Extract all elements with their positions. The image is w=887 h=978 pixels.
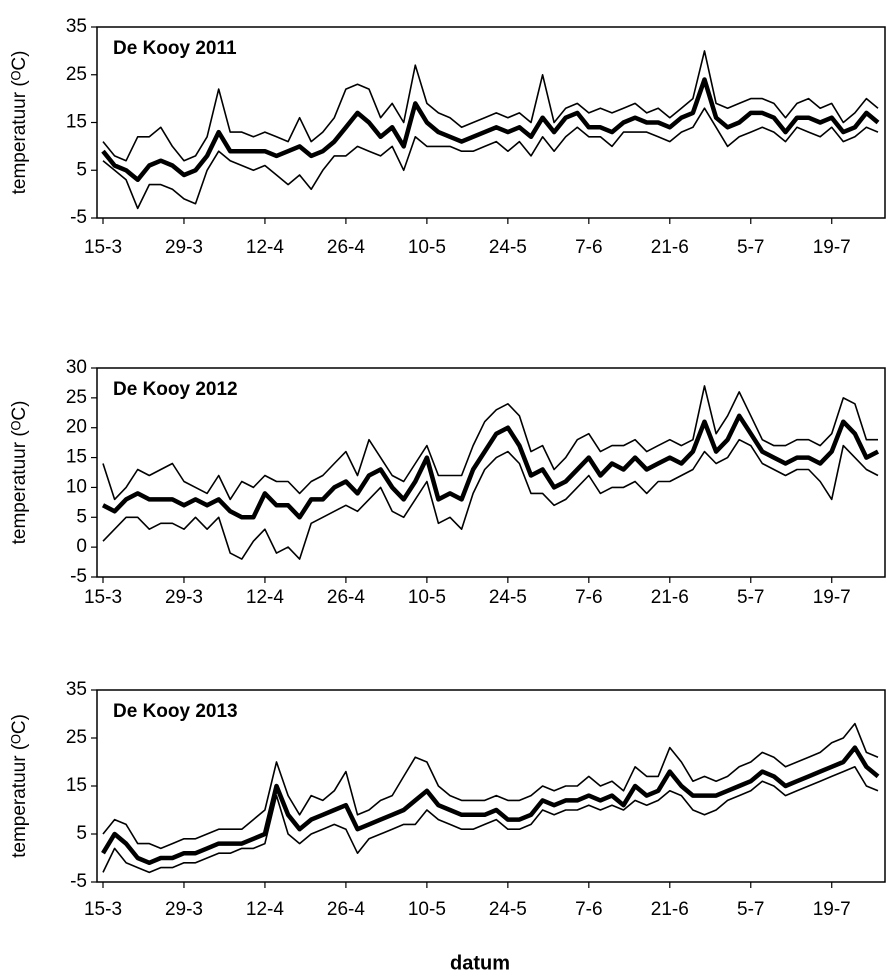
x-tick-label: 24-5	[489, 587, 527, 608]
y-tick-label: 5	[76, 159, 87, 180]
chart-title: De Kooy 2012	[113, 379, 238, 400]
y-tick-label: 20	[66, 417, 87, 438]
y-tick-label: 15	[66, 447, 87, 468]
y-tick-label: 15	[66, 112, 87, 133]
temperature-line	[102, 50, 879, 162]
x-tick-label: 29-3	[165, 587, 203, 608]
temperature-line	[102, 385, 878, 501]
x-tick-label: 12-4	[246, 587, 284, 608]
y-axis-label: temperatuur (ᴼC)	[9, 714, 30, 858]
temperature-line	[102, 107, 879, 210]
x-tick-label: 26-4	[327, 237, 365, 258]
x-tick-label: 15-3	[84, 899, 122, 920]
x-tick-label: 12-4	[246, 899, 284, 920]
y-tick-label: 15	[66, 775, 87, 796]
y-tick-label: 5	[76, 506, 87, 527]
y-tick-label: 30	[66, 357, 87, 378]
x-tick-label: 29-3	[165, 237, 203, 258]
x-tick-label: 26-4	[327, 587, 365, 608]
x-tick-label: 5-7	[737, 237, 764, 258]
y-tick-label: 25	[66, 64, 87, 85]
y-tick-label: -5	[70, 207, 87, 228]
temperature-line	[101, 745, 880, 866]
temperature-line	[101, 413, 880, 520]
x-tick-label: 7-6	[575, 899, 602, 920]
x-tick-label: 7-6	[575, 587, 602, 608]
y-tick-label: -5	[70, 566, 87, 587]
y-axis-label: temperatuur (ᴼC)	[9, 401, 30, 545]
x-tick-label: 10-5	[408, 237, 446, 258]
x-tick-label: 19-7	[813, 899, 851, 920]
x-tick-label: 19-7	[813, 587, 851, 608]
x-tick-label: 19-7	[813, 237, 851, 258]
x-tick-label: 29-3	[165, 899, 203, 920]
x-tick-label: 21-6	[651, 899, 689, 920]
y-tick-label: 0	[76, 536, 87, 557]
y-axis-label: temperatuur (ᴼC)	[9, 51, 30, 195]
x-tick-label: 5-7	[737, 587, 764, 608]
x-tick-label: 10-5	[408, 587, 446, 608]
x-tick-label: 24-5	[489, 237, 527, 258]
temperature-line	[102, 766, 879, 874]
x-tick-label: 24-5	[489, 899, 527, 920]
chart-title: De Kooy 2013	[113, 701, 238, 722]
x-tick-label: 7-6	[575, 237, 602, 258]
x-tick-label: 10-5	[408, 899, 446, 920]
x-tick-label: 26-4	[327, 899, 365, 920]
x-tick-label: 5-7	[737, 899, 764, 920]
x-tick-label: 21-6	[651, 237, 689, 258]
temperature-line	[102, 722, 879, 850]
x-tick-label: 21-6	[651, 587, 689, 608]
plot-frame	[96, 367, 886, 578]
x-axis-label: datum	[450, 952, 510, 974]
y-tick-label: -5	[70, 871, 87, 892]
x-tick-label: 12-4	[246, 237, 284, 258]
x-tick-label: 15-3	[84, 237, 122, 258]
x-tick-label: 15-3	[84, 587, 122, 608]
temperature-line	[101, 77, 880, 183]
y-tick-label: 35	[66, 16, 87, 37]
y-tick-label: 10	[66, 476, 87, 497]
y-tick-label: 25	[66, 387, 87, 408]
chart-title: De Kooy 2011	[113, 38, 237, 59]
temperature-line	[102, 438, 879, 560]
y-tick-label: 35	[66, 679, 87, 700]
y-tick-label: 25	[66, 727, 87, 748]
y-tick-label: 5	[76, 823, 87, 844]
